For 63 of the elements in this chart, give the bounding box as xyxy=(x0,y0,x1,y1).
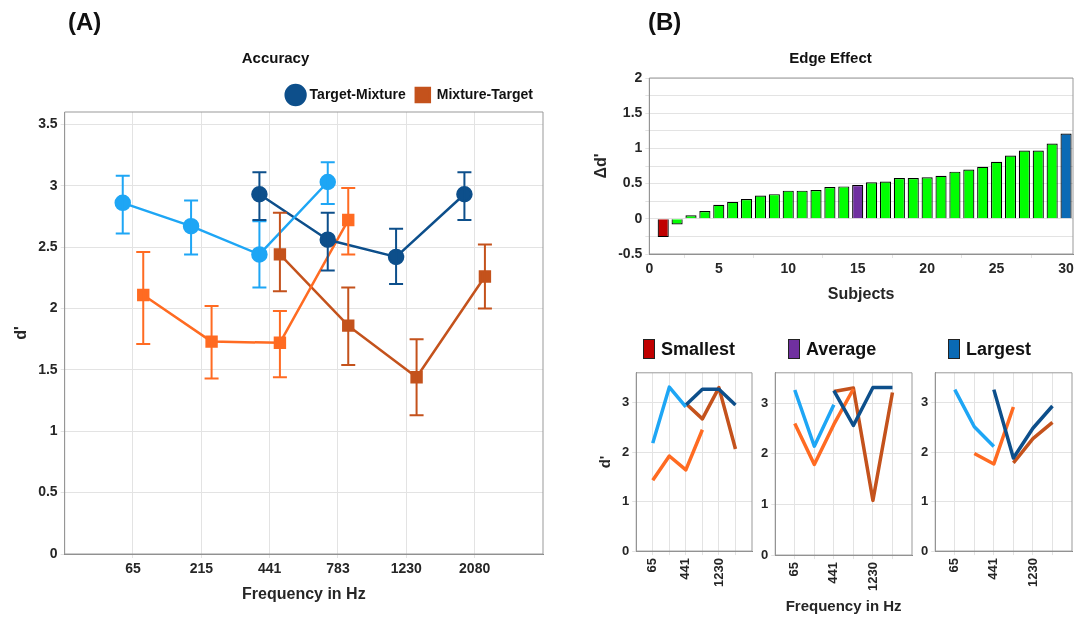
y-tick-label: 1 xyxy=(921,493,929,509)
y-tick-label: 1 xyxy=(622,493,630,509)
x-tick-label: 15 xyxy=(849,260,866,277)
x-axis-title: Frequency in Hz xyxy=(785,597,902,615)
y-axis-title: d' xyxy=(596,455,614,469)
y-tick-label: 2 xyxy=(761,445,769,461)
y-tick-label: 2 xyxy=(622,443,630,459)
x-tick-label: 783 xyxy=(326,560,350,577)
y-tick-label: 3 xyxy=(49,176,58,193)
x-tick-label: 441 xyxy=(985,558,1001,580)
x-tick-label: 30 xyxy=(1058,260,1075,277)
y-axis-title: d' xyxy=(12,326,30,340)
x-tick-label: 0 xyxy=(645,260,654,277)
x-tick-label: 5 xyxy=(714,260,723,277)
x-tick-label: 441 xyxy=(677,558,693,580)
x-tick-label: 20 xyxy=(919,260,936,277)
y-tick-label: 0 xyxy=(622,542,630,558)
y-tick-label: 1.5 xyxy=(38,360,58,377)
x-axis-title: Frequency in Hz xyxy=(242,584,366,602)
x-tick-label: 441 xyxy=(257,560,282,577)
chart-title: Smallest xyxy=(661,338,736,360)
legend-label: Target-Mixture xyxy=(309,85,407,102)
chart-title: Largest xyxy=(966,338,1032,360)
chart-title: Average xyxy=(806,338,877,360)
y-tick-label: 2 xyxy=(49,299,58,316)
y-tick-label: 1.5 xyxy=(622,104,643,121)
y-tick-label: 0.5 xyxy=(622,174,643,191)
x-tick-label: 65 xyxy=(786,562,802,577)
y-tick-label: -0.5 xyxy=(618,244,643,261)
y-tick-label: 0 xyxy=(49,544,58,561)
y-tick-label: 1 xyxy=(634,139,643,156)
y-tick-label: 3 xyxy=(622,394,630,410)
y-axis-title: Δd' xyxy=(592,153,610,179)
y-tick-label: 3 xyxy=(761,394,769,410)
y-tick-label: 0 xyxy=(921,542,929,558)
y-tick-label: 3.5 xyxy=(38,115,58,132)
text: (A) xyxy=(68,8,103,36)
x-tick-label: 1230 xyxy=(864,562,880,591)
y-tick-label: 2.5 xyxy=(38,237,58,254)
y-tick-label: 2 xyxy=(921,443,929,459)
y-tick-label: 2 xyxy=(634,68,643,85)
chart-title: Accuracy xyxy=(241,49,310,67)
y-tick-label: 3 xyxy=(921,394,929,410)
x-tick-label: 2080 xyxy=(459,560,491,577)
y-tick-label: 0 xyxy=(761,546,769,562)
legend-label: Mixture-Target xyxy=(436,85,534,102)
x-axis-title: Subjects xyxy=(827,284,895,302)
x-tick-label: 65 xyxy=(946,558,962,573)
x-tick-label: 25 xyxy=(988,260,1005,277)
x-tick-label: 65 xyxy=(125,560,141,577)
x-tick-label: 441 xyxy=(825,562,841,584)
y-tick-label: 1 xyxy=(49,422,58,439)
y-tick-label: 1 xyxy=(761,496,769,512)
chart-title: Edge Effect xyxy=(789,49,872,67)
x-tick-label: 1230 xyxy=(390,560,423,577)
x-tick-label: 215 xyxy=(189,560,214,577)
x-tick-label: 10 xyxy=(780,260,797,277)
x-tick-label: 1230 xyxy=(1024,558,1040,587)
y-tick-label: 0 xyxy=(634,209,643,226)
x-tick-label: 65 xyxy=(644,558,660,573)
x-tick-label: 1230 xyxy=(710,558,726,587)
y-tick-label: 0.5 xyxy=(38,483,58,500)
text: (B) xyxy=(648,8,683,36)
